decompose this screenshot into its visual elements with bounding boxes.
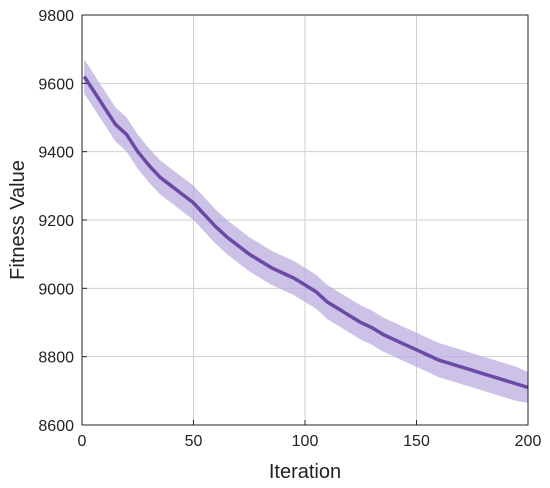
y-tick-label: 9400 (38, 145, 74, 162)
y-tick-label: 9600 (38, 76, 74, 93)
y-tick-label: 8800 (38, 350, 74, 367)
y-axis-label: Fitness Value (7, 160, 29, 280)
x-tick-label: 50 (185, 433, 203, 450)
y-tick-label: 9800 (38, 8, 74, 25)
series-confidence-band (84, 59, 528, 403)
x-tick-label: 150 (403, 433, 430, 450)
x-axis-label: Iteration (269, 461, 341, 483)
series-line (82, 75, 529, 390)
y-tick-label: 9000 (38, 281, 74, 298)
x-tick-label: 100 (292, 433, 319, 450)
y-tick-label: 8600 (38, 418, 74, 435)
x-tick-label: 200 (515, 433, 542, 450)
x-axis-ticks: 0 50 100 150 200 (78, 420, 542, 450)
y-axis-ticks: 8600 8800 9000 9200 9400 9600 9800 (38, 8, 87, 435)
y-tick-label: 9200 (38, 213, 74, 230)
x-tick-label: 0 (78, 433, 87, 450)
